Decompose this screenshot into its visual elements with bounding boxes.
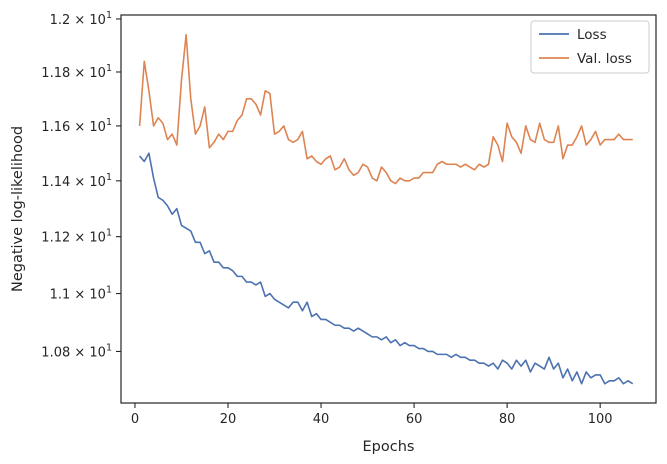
y-tick-label: 1.1 × 101 [50,285,112,303]
x-tick-label: 40 [313,412,330,427]
y-tick-label: 1.18 × 101 [41,63,112,81]
x-tick-label: 20 [220,412,237,427]
y-axis-label: Negative log-likelihood [10,126,26,292]
series-line-loss [138,152,634,385]
y-axis-ticks: 1.08 × 101 1.1 × 101 1.12 × 101 1.14 × 101 1… [41,10,121,360]
series-line-val-loss [138,33,633,185]
legend-label: Val. loss [577,51,632,67]
x-tick-label: 0 [131,412,139,427]
series-layer [138,33,634,385]
legend-label: Loss [577,27,607,43]
x-axis-ticks: 0 20 40 60 80 100 [131,403,613,427]
plot-area-frame [120,14,657,404]
x-tick-label: 100 [588,412,613,427]
x-tick-label: 60 [406,412,423,427]
y-tick-label: 1.16 × 101 [41,117,112,135]
legend: Loss Val. loss [530,20,650,74]
y-tick-label: 1.2 × 101 [50,10,112,28]
x-axis-label: Epochs [363,439,415,455]
y-tick-label: 1.12 × 101 [41,228,112,246]
y-tick-label: 1.08 × 101 [41,342,112,360]
x-tick-label: 80 [499,412,516,427]
y-tick-label: 1.14 × 101 [41,172,112,190]
